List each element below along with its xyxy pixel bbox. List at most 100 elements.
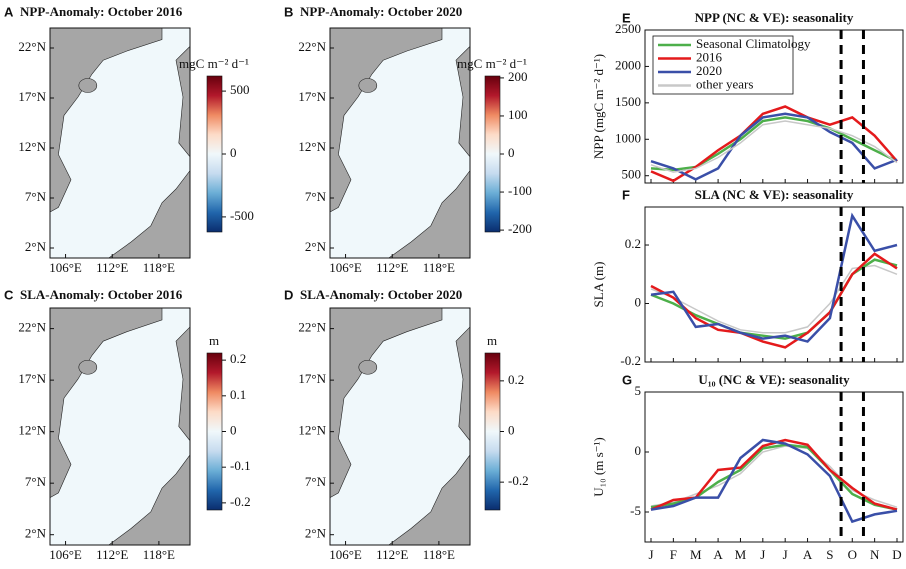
series-line <box>650 112 898 181</box>
panel-title: NPP (NC & VE): seasonality <box>695 10 854 25</box>
colorbar-tick-label: 0.1 <box>230 387 246 402</box>
x-tick-label: 112°E <box>376 547 408 562</box>
panel-title: SLA-Anomaly: October 2016 <box>20 287 183 302</box>
panel-title: SLA-Anomaly: October 2020 <box>300 287 462 302</box>
colorbar-tick-label: 0 <box>230 145 237 160</box>
land <box>455 326 471 442</box>
colorbar-tick-label: -0.2 <box>230 494 251 509</box>
panel-label: E <box>622 10 631 25</box>
land <box>49 307 163 499</box>
panel-title: U₁₀ (NC & VE): seasonality <box>698 372 850 387</box>
y-tick-label: 22°N <box>298 39 326 54</box>
x-tick-label: 118°E <box>423 547 455 562</box>
colorbar-tick-label: 100 <box>508 107 528 122</box>
y-tick-label: 12°N <box>298 423 326 438</box>
y-axis-label: U₁₀ (m s⁻¹) <box>591 437 606 497</box>
y-tick-label: 17°N <box>18 89 46 104</box>
x-tick-label: M <box>735 547 747 562</box>
legend-label: 2016 <box>696 49 723 64</box>
y-tick-label: 500 <box>622 167 642 182</box>
colorbar <box>484 75 501 233</box>
x-tick-label: F <box>670 547 677 562</box>
panel-title: SLA (NC & VE): seasonality <box>695 187 854 202</box>
panel-label: A <box>4 4 14 19</box>
y-tick-label: 7°N <box>25 189 47 204</box>
x-tick-label: 112°E <box>96 547 128 562</box>
x-tick-label: J <box>648 547 653 562</box>
y-tick-label: 7°N <box>25 474 47 489</box>
y-tick-label: 7°N <box>305 189 327 204</box>
series-line <box>650 116 898 172</box>
land <box>329 27 443 213</box>
x-tick-label: J <box>783 547 788 562</box>
series-line <box>650 212 898 343</box>
x-tick-label: M <box>690 547 702 562</box>
panel-label: F <box>622 187 630 202</box>
y-tick-label: 12°N <box>298 139 326 154</box>
y-tick-label: 2°N <box>25 239 47 254</box>
y-tick-label: 17°N <box>18 371 46 386</box>
y-tick-label: 2500 <box>615 21 641 36</box>
y-tick-label: 0 <box>635 294 642 309</box>
x-tick-label: 106°E <box>329 260 362 275</box>
y-tick-label: 1500 <box>615 94 641 109</box>
panel-label: B <box>284 4 293 19</box>
x-tick-label: A <box>803 547 813 562</box>
colorbar-tick-label: -200 <box>508 221 532 236</box>
island <box>358 359 378 375</box>
y-tick-label: 2°N <box>25 526 47 541</box>
map-frame <box>329 27 471 259</box>
colorbar-tick-label: 0.2 <box>508 372 524 387</box>
colorbar-tick-label: -0.1 <box>230 458 251 473</box>
panel-title: NPP-Anomaly: October 2020 <box>300 4 462 19</box>
y-tick-label: 5 <box>635 383 642 398</box>
series-line <box>650 438 898 524</box>
y-axis-label: SLA (m) <box>591 262 606 308</box>
y-tick-label: 12°N <box>18 423 46 438</box>
y-tick-label: 17°N <box>298 371 326 386</box>
map-frame <box>49 307 191 546</box>
series-line <box>650 120 898 173</box>
x-tick-label: 118°E <box>143 547 175 562</box>
y-tick-label: 0.2 <box>625 236 641 251</box>
y-tick-label: 2°N <box>305 526 327 541</box>
legend-label: Seasonal Climatology <box>696 36 811 51</box>
colorbar-tick-label: 0 <box>508 422 515 437</box>
colorbar-tick-label: 200 <box>508 69 528 84</box>
land <box>175 326 191 442</box>
panel-label: C <box>4 287 14 302</box>
x-tick-label: 112°E <box>376 260 408 275</box>
panel-label: G <box>622 372 632 387</box>
colorbar <box>206 352 223 511</box>
colorbar-tick-label: 0 <box>230 422 237 437</box>
x-tick-label: 106°E <box>329 547 362 562</box>
y-tick-label: 12°N <box>18 139 46 154</box>
y-tick-label: -5 <box>630 503 641 518</box>
series-line <box>650 264 898 334</box>
land <box>49 27 163 213</box>
colorbar-unit: mgC m⁻² d⁻¹ <box>179 56 249 71</box>
x-tick-label: O <box>848 547 857 562</box>
map-frame <box>329 307 471 546</box>
panel-title: NPP-Anomaly: October 2016 <box>20 4 183 19</box>
panel-label: D <box>284 287 293 302</box>
x-tick-label: 118°E <box>143 260 175 275</box>
x-tick-label: S <box>826 547 833 562</box>
legend-label: other years <box>696 76 753 91</box>
y-tick-label: -0.2 <box>620 353 641 368</box>
land <box>329 307 443 499</box>
y-tick-label: 2000 <box>615 57 641 72</box>
y-tick-label: 22°N <box>18 320 46 335</box>
colorbar-unit: mgC m⁻² d⁻¹ <box>457 56 527 71</box>
series-line <box>650 252 898 349</box>
y-tick-label: 17°N <box>298 89 326 104</box>
colorbar-tick-label: -0.2 <box>508 473 529 488</box>
land <box>175 45 191 158</box>
x-tick-label: 118°E <box>423 260 455 275</box>
map-frame <box>49 27 191 259</box>
x-tick-label: A <box>713 547 723 562</box>
x-tick-label: 106°E <box>49 547 82 562</box>
x-tick-label: 112°E <box>96 260 128 275</box>
island <box>78 78 98 93</box>
